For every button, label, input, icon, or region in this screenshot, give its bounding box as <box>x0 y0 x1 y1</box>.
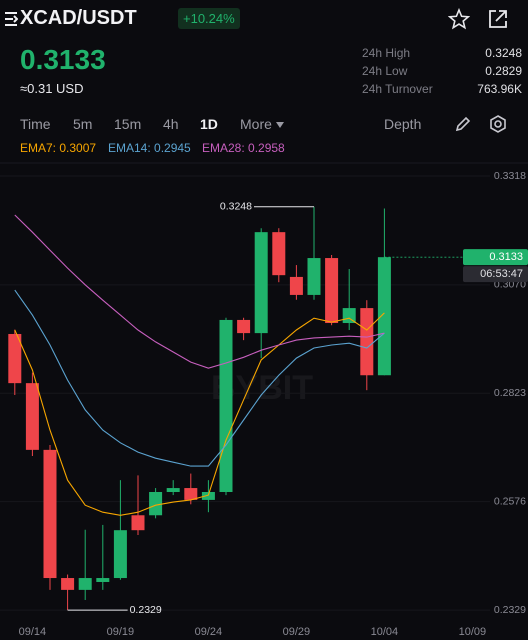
candle-body <box>219 319 233 493</box>
last-price: 0.3133 <box>20 44 106 75</box>
candle-body <box>377 257 391 376</box>
draw-icon[interactable] <box>454 115 472 133</box>
candle-body <box>113 530 127 579</box>
candle-body <box>8 333 22 384</box>
candle-body <box>166 488 180 493</box>
favorite-icon[interactable] <box>448 8 470 30</box>
settings-icon[interactable] <box>489 115 507 133</box>
candle-body <box>307 258 321 295</box>
candle-body <box>131 515 145 531</box>
candle-body <box>43 449 57 579</box>
change: +10.24% <box>178 8 240 29</box>
stat-value: 763.96K <box>477 82 522 96</box>
candle-body <box>289 276 303 295</box>
ema-line <box>14 289 385 467</box>
usd-price: ≈0.31 USD <box>20 81 84 96</box>
x-tick-label: 09/29 <box>283 626 311 638</box>
legend-entry: EMA28: 0.2958 <box>202 141 285 155</box>
candle-body <box>237 319 251 334</box>
tab[interactable]: 4h <box>163 116 179 132</box>
candle-body <box>254 232 268 334</box>
y-tick-label: 0.3318 <box>494 170 526 182</box>
ema-line <box>14 312 385 516</box>
countdown-box <box>463 266 528 283</box>
tab-active[interactable]: 1D <box>200 116 218 132</box>
candle-body <box>25 383 39 450</box>
high-label: 0.3248 <box>220 200 252 212</box>
share-icon[interactable] <box>487 8 509 30</box>
x-tick-label: 10/09 <box>459 626 487 638</box>
y-tick-label: 0.2329 <box>494 604 526 616</box>
menu-icon[interactable] <box>4 11 18 27</box>
price-tag <box>463 249 528 266</box>
candle-body <box>78 578 92 590</box>
pair[interactable]: XCAD/USDT <box>20 7 137 29</box>
candle-body <box>149 492 163 516</box>
candle-body <box>61 578 75 590</box>
x-tick-label: 09/24 <box>195 626 223 638</box>
stat-label: 24h High <box>362 46 411 60</box>
low-label: 0.2329 <box>130 604 162 616</box>
x-tick-label: 09/19 <box>107 626 135 638</box>
dropdown-arrow <box>276 122 284 128</box>
candle-body <box>325 258 339 324</box>
tab[interactable]: Time <box>20 116 51 132</box>
candle-body <box>201 492 215 500</box>
price-tag-label: 0.3133 <box>489 251 523 263</box>
stat-value: 0.2829 <box>485 64 522 78</box>
candle-body <box>96 578 110 582</box>
legend-entry: EMA14: 0.2945 <box>108 141 191 155</box>
candle-body <box>360 308 374 376</box>
stat-label: 24h Turnover <box>362 82 433 96</box>
stat-label: 24h Low <box>362 64 408 78</box>
candle-body <box>272 232 286 276</box>
tab[interactable]: 5m <box>73 116 93 132</box>
ema-line <box>14 214 385 369</box>
stat-value: 0.3248 <box>485 46 522 60</box>
y-tick-label: 0.2823 <box>494 387 526 399</box>
legend-entry: EMA7: 0.3007 <box>20 141 97 155</box>
candle-body <box>184 488 198 500</box>
depth-tab[interactable]: Depth <box>384 116 422 132</box>
countdown: 06:53:47 <box>480 268 523 280</box>
x-tick-label: 10/04 <box>371 626 399 638</box>
tab[interactable]: 15m <box>114 116 142 132</box>
tab[interactable]: More <box>240 116 272 132</box>
y-tick-label: 0.2576 <box>494 495 526 507</box>
x-tick-label: 09/14 <box>19 626 47 638</box>
